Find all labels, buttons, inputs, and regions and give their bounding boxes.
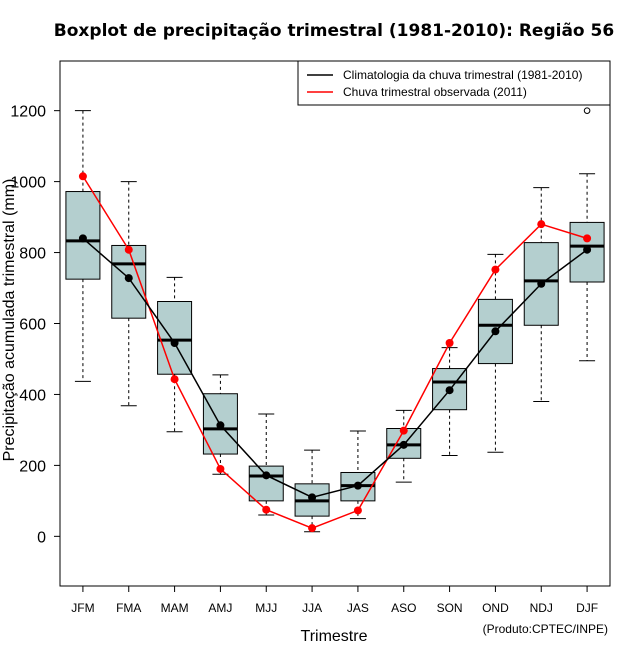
data-point	[170, 339, 179, 348]
data-point	[124, 274, 133, 283]
y-tick-label: 600	[19, 317, 46, 334]
x-tick-label: NDJ	[530, 601, 553, 615]
series-lines	[78, 172, 592, 533]
box-MAM	[157, 276, 193, 433]
legend: Climatologia da chuva trimestral (1981-2…	[297, 60, 611, 106]
x-tick-label: JFM	[71, 601, 94, 615]
data-point	[583, 245, 592, 254]
data-point	[262, 505, 271, 514]
x-tick-label: FMA	[116, 601, 141, 615]
data-point	[216, 464, 225, 473]
box-NDJ	[523, 187, 559, 403]
box-OND	[477, 253, 513, 453]
box-iqr	[248, 465, 284, 502]
data-point	[445, 386, 454, 395]
y-axis-label: Precipitação acumulada trimestral (mm)	[1, 179, 18, 462]
x-tick-label: JAS	[347, 601, 369, 615]
legend-label-climatology: Climatologia da chuva trimestral (1981-2…	[343, 68, 582, 82]
data-point	[491, 265, 500, 274]
data-point	[308, 493, 317, 502]
x-tick-label: MAM	[161, 601, 189, 615]
y-tick-label: 200	[19, 458, 46, 475]
series-observed	[78, 172, 592, 533]
data-point	[170, 375, 179, 384]
outlier-point	[583, 107, 591, 114]
series-line	[82, 175, 588, 529]
y-tick-label: 1200	[10, 104, 46, 121]
data-point	[124, 245, 133, 254]
data-point	[399, 426, 408, 435]
box-JFM	[65, 110, 101, 382]
data-point	[353, 481, 362, 490]
data-point	[262, 471, 271, 480]
x-tick-label: SON	[437, 601, 463, 615]
data-point	[491, 327, 500, 336]
y-tick-label: 1000	[10, 175, 46, 192]
data-point	[308, 524, 317, 533]
data-point	[537, 220, 546, 229]
data-point	[537, 279, 546, 288]
y-tick-label: 0	[37, 529, 46, 546]
data-point	[78, 234, 87, 243]
credit-text: (Produto:CPTEC/INPE)	[483, 622, 608, 636]
data-point	[399, 440, 408, 449]
x-axis-label: Trimestre	[301, 628, 368, 645]
legend-label-observed: Chuva trimestral observada (2011)	[343, 85, 527, 99]
data-point	[353, 506, 362, 515]
legend-box	[297, 60, 611, 106]
x-tick-label: OND	[482, 601, 509, 615]
data-point	[216, 421, 225, 430]
boxes	[65, 107, 605, 533]
y-tick-label: 800	[19, 246, 46, 263]
data-point	[78, 172, 87, 181]
x-tick-label: AMJ	[208, 601, 232, 615]
y-axis: 0 200 400 600 800 1000 1200	[10, 104, 60, 546]
box-SON	[432, 347, 468, 456]
chart-title: Boxplot de precipitação trimestral (1981…	[54, 21, 614, 41]
x-tick-label: ASO	[391, 601, 416, 615]
data-point	[445, 339, 454, 348]
x-axis: JFM FMA MAM AMJ MJJ JJA JAS ASO SON OND NDJ DJF	[71, 586, 598, 615]
x-tick-label: DJF	[576, 601, 598, 615]
series-climatology	[78, 234, 592, 502]
series-line	[82, 237, 588, 499]
x-tick-label: MJJ	[255, 601, 277, 615]
x-tick-label: JJA	[302, 601, 322, 615]
data-point	[583, 234, 592, 243]
y-tick-label: 400	[19, 387, 46, 404]
